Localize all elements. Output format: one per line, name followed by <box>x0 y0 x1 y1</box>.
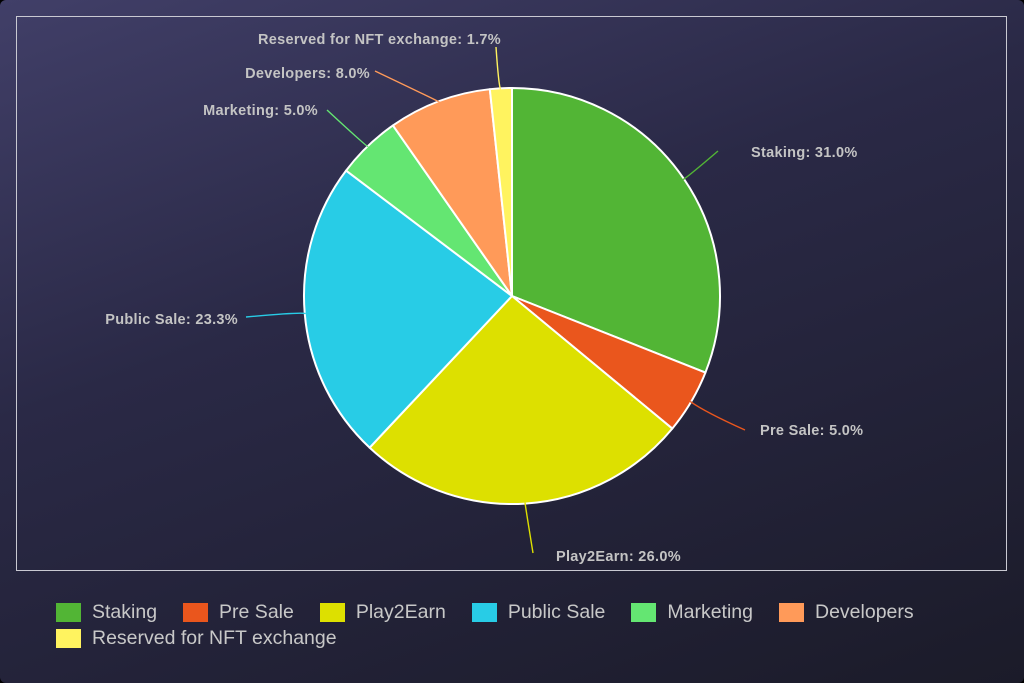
legend-item-reserved-for-nft-exchange[interactable]: Reserved for NFT exchange <box>56 626 337 650</box>
legend-item-staking[interactable]: Staking <box>56 600 157 624</box>
slice-label-developers: Developers: 8.0% <box>245 66 370 82</box>
legend-swatch <box>56 628 81 648</box>
slice-label-staking: Staking: 31.0% <box>751 145 858 161</box>
leader-line-pre-sale <box>689 400 746 431</box>
legend-item-developers[interactable]: Developers <box>779 600 914 624</box>
leader-line-reserved-for-nft-exchange <box>495 46 502 91</box>
leader-line-public-sale <box>245 312 306 318</box>
legend-swatch <box>56 602 81 622</box>
leader-line-marketing <box>326 109 369 148</box>
legend-label: Staking <box>92 601 158 623</box>
slice-label-play2earn: Play2Earn: 26.0% <box>556 549 681 565</box>
slice-label-public-sale: Public Sale: 23.3% <box>105 312 238 328</box>
chart-legend: Staking Pre Sale Play2Earn Public Sale Marke… <box>56 600 996 650</box>
legend-label: Public Sale <box>507 601 606 623</box>
pie-slices <box>303 87 721 505</box>
leader-line-staking <box>682 150 719 181</box>
slice-label-marketing: Marketing: 5.0% <box>203 103 318 119</box>
legend-label: Play2Earn <box>355 601 446 623</box>
leader-line-developers <box>374 70 441 103</box>
slice-labels: Staking: 31.0% Pre Sale: 5.0% Play2Earn: 2… <box>105 32 863 565</box>
legend-swatch <box>183 602 209 622</box>
legend-item-public-sale[interactable]: Public Sale <box>471 600 606 624</box>
legend-label: Reserved for NFT exchange <box>92 627 337 649</box>
legend-label: Marketing <box>667 601 753 623</box>
legend-swatch <box>471 602 497 622</box>
plot-area <box>16 16 1007 571</box>
legend-item-pre-sale[interactable]: Pre Sale <box>183 600 294 624</box>
legend-item-marketing[interactable]: Marketing <box>631 600 753 624</box>
legend-swatch <box>319 602 345 622</box>
legend-swatch <box>631 602 657 622</box>
leader-line-play2earn <box>524 502 534 554</box>
slice-label-pre-sale: Pre Sale: 5.0% <box>760 423 863 439</box>
legend-swatch <box>779 602 804 622</box>
slice-label-reserved-for-nft-exchange: Reserved for NFT exchange: 1.7% <box>258 32 501 48</box>
legend-label: Developers <box>815 601 914 623</box>
legend-label: Pre Sale <box>219 601 294 623</box>
legend-item-play2earn[interactable]: Play2Earn <box>319 600 446 624</box>
